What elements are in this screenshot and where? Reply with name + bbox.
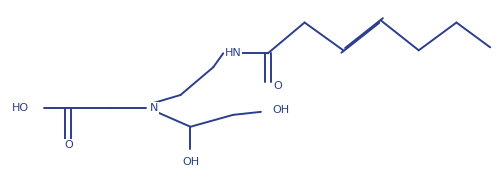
Text: O: O bbox=[64, 140, 73, 150]
Text: HO: HO bbox=[12, 103, 29, 113]
Text: OH: OH bbox=[182, 157, 199, 168]
Text: O: O bbox=[274, 81, 282, 91]
Text: OH: OH bbox=[273, 105, 290, 115]
Text: N: N bbox=[149, 103, 158, 113]
Text: HN: HN bbox=[225, 48, 241, 58]
